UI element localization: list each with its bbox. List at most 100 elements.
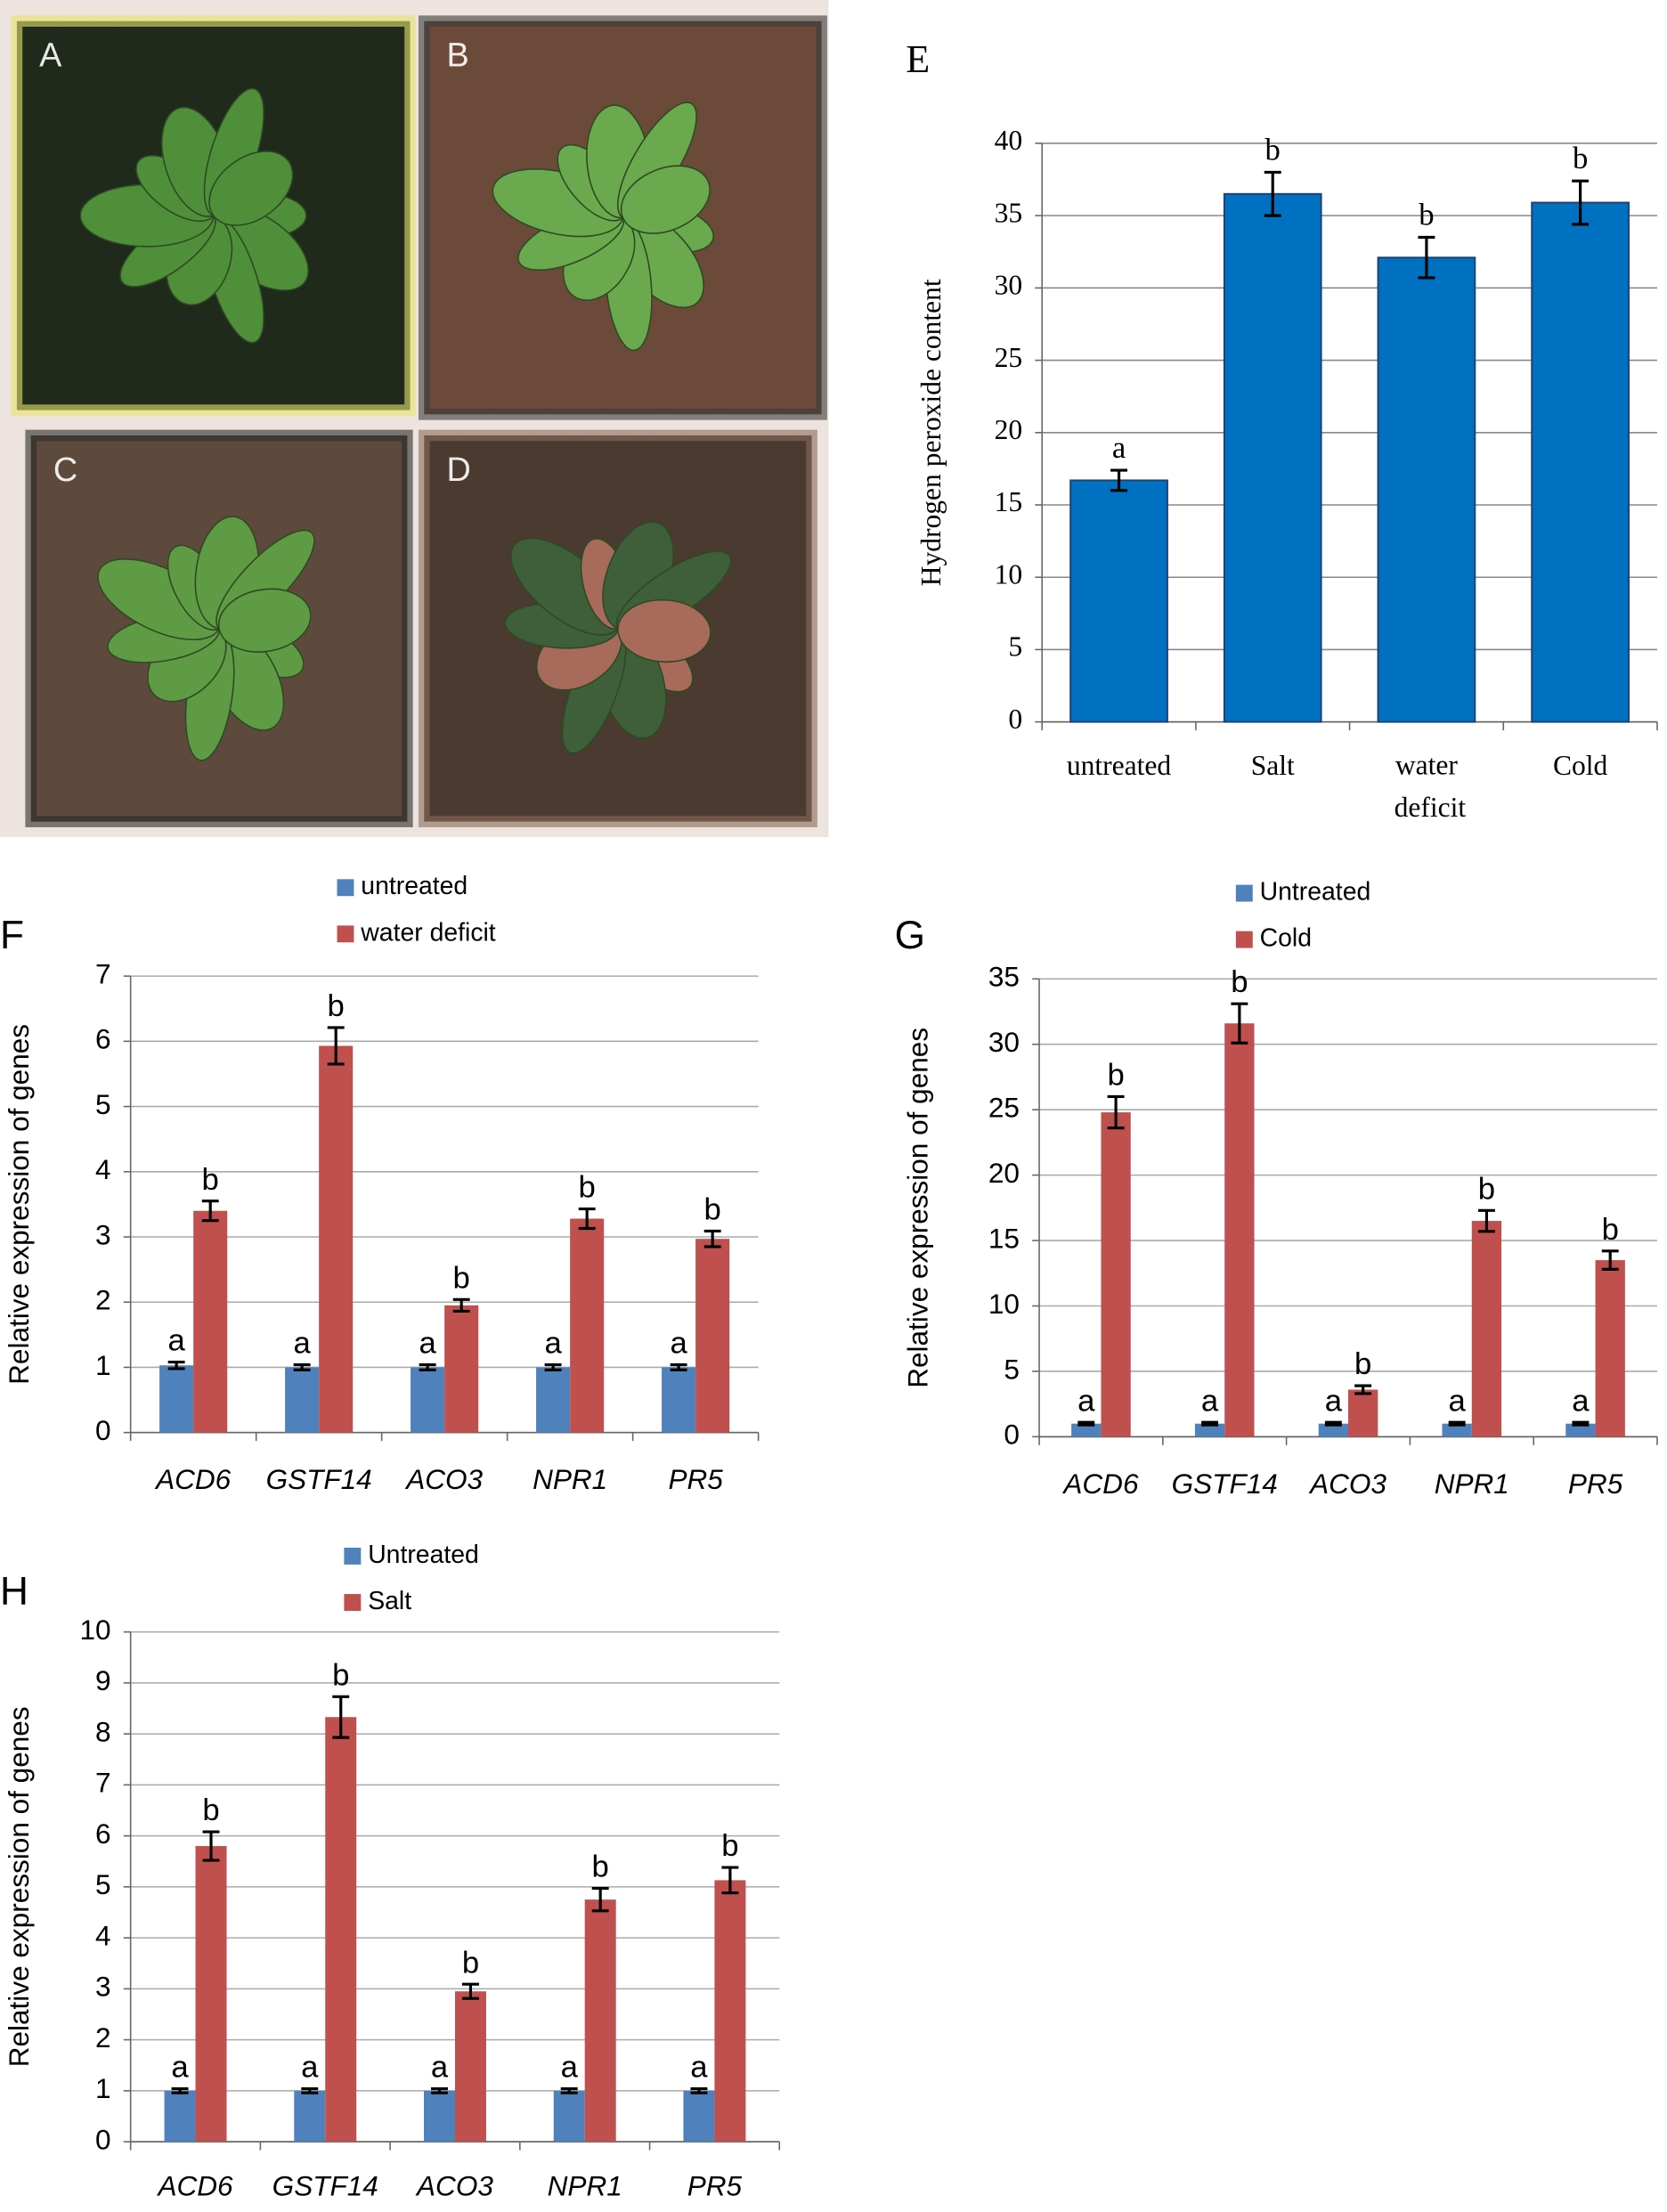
error-bar [1077, 1420, 1095, 1427]
error-bar [721, 1866, 739, 1895]
error-bar [703, 1229, 721, 1248]
y-tick-label: 8 [95, 1715, 111, 1747]
y-tick-label: 5 [95, 1868, 111, 1900]
y-tick-label: 15 [995, 486, 1023, 517]
significance-label: a [1325, 1384, 1343, 1418]
error-bar [1107, 1094, 1125, 1130]
y-tick-label: 15 [988, 1222, 1020, 1254]
bar [683, 2090, 715, 2143]
y-tick-label: 35 [995, 197, 1023, 228]
bar [454, 1991, 486, 2143]
photo-panel: A B C D [0, 0, 829, 837]
bar [285, 1367, 320, 1433]
y-tick-label: 5 [1008, 631, 1022, 663]
error-bar [1201, 1420, 1219, 1427]
significance-label: b [462, 1946, 479, 1980]
error-bar [293, 1362, 311, 1371]
error-bar [201, 1200, 219, 1223]
legend-swatch [1235, 884, 1253, 902]
chart: F 0 1 2 3 4 5 6 7 Relative expression of genes ACD… [0, 872, 760, 1495]
x-tick-label: NPR1 [533, 1463, 607, 1495]
y-axis-title: Hydrogen peroxide content [915, 279, 947, 586]
bar [325, 1717, 357, 2143]
error-bar [202, 1830, 220, 1862]
bar [1565, 1423, 1596, 1437]
legend-label: water deficit [360, 918, 496, 947]
x-tick-label: GSTF14 [272, 2169, 378, 2201]
legend-swatch [344, 1594, 362, 1611]
significance-label: a [301, 2051, 319, 2085]
significance-label: b [332, 1658, 349, 1692]
significance-label: a [544, 1327, 562, 1361]
y-tick-label: 25 [988, 1091, 1020, 1123]
y-tick-label: 7 [95, 957, 111, 989]
bar [1194, 1423, 1225, 1437]
x-tick-label: Salt [1251, 750, 1295, 781]
significance-label: b [1231, 965, 1248, 999]
y-axis-title: Relative expression of genes [3, 1706, 35, 2067]
y-tick-label: 0 [95, 1414, 111, 1446]
bar [195, 1846, 227, 2143]
photo-label: A [39, 37, 62, 75]
y-tick-label: 9 [95, 1664, 111, 1696]
significance-label: a [419, 1327, 436, 1361]
y-axis-title: Relative expression of genes [3, 1024, 35, 1385]
y-tick-label: 25 [995, 342, 1023, 373]
legend-swatch [337, 925, 354, 943]
y-tick-label: 2 [95, 2021, 111, 2053]
bar [193, 1210, 228, 1433]
error-bar [461, 1982, 479, 2000]
bar [319, 1045, 354, 1433]
bar [1318, 1423, 1349, 1437]
panel-label: E [906, 37, 930, 81]
bar [1471, 1221, 1502, 1437]
legend-label: Salt [368, 1587, 411, 1615]
x-tick-label: GSTF14 [266, 1463, 372, 1495]
bar [1377, 256, 1476, 723]
x-tick-label: NPR1 [1435, 1468, 1509, 1500]
panel-label: F [0, 914, 24, 957]
photo-label: B [447, 37, 469, 75]
error-bar [1264, 170, 1281, 217]
significance-label: a [167, 1324, 185, 1358]
leaf [208, 150, 294, 226]
error-bar [690, 2086, 708, 2094]
y-tick-label: 0 [95, 2123, 111, 2155]
error-bar [1324, 1420, 1342, 1427]
error-bar [431, 2086, 448, 2094]
y-tick-label: 40 [995, 125, 1023, 156]
bar [164, 2090, 196, 2143]
x-tick-label: PR5 [1568, 1468, 1623, 1500]
bar [1595, 1260, 1625, 1437]
bar [294, 2090, 326, 2143]
significance-label: b [1573, 141, 1588, 175]
significance-label: b [704, 1192, 721, 1226]
legend-label: Cold [1260, 924, 1312, 953]
bar [695, 1239, 730, 1433]
legend-swatch [1235, 931, 1253, 948]
significance-label: a [690, 2051, 708, 2085]
chart: G 0 5 10 15 20 25 30 35 Relative expression of ge… [895, 878, 1658, 1500]
bar [1069, 479, 1168, 723]
x-tick-label: water deficit [1387, 750, 1467, 823]
pot-edge [11, 15, 416, 416]
significance-label: a [561, 2051, 579, 2085]
x-tick-label: ACO3 [404, 1463, 483, 1495]
x-tick-label: ACO3 [415, 2169, 493, 2201]
error-bar [591, 1887, 609, 1913]
y-tick-label: 5 [95, 1088, 111, 1120]
y-tick-label: 3 [95, 1218, 111, 1250]
bar [662, 1367, 696, 1433]
panel-label: G [895, 914, 925, 957]
error-bar [167, 1361, 185, 1370]
error-bar [452, 1297, 470, 1313]
error-bar [419, 1362, 436, 1371]
pot-edge [418, 15, 827, 420]
x-tick-label: GSTF14 [1172, 1468, 1278, 1500]
bar [536, 1367, 571, 1433]
x-tick-label: ACO3 [1308, 1468, 1386, 1500]
significance-label: b [202, 1163, 219, 1197]
x-tick-label: ACD6 [154, 1463, 232, 1495]
significance-label: b [1354, 1347, 1371, 1381]
